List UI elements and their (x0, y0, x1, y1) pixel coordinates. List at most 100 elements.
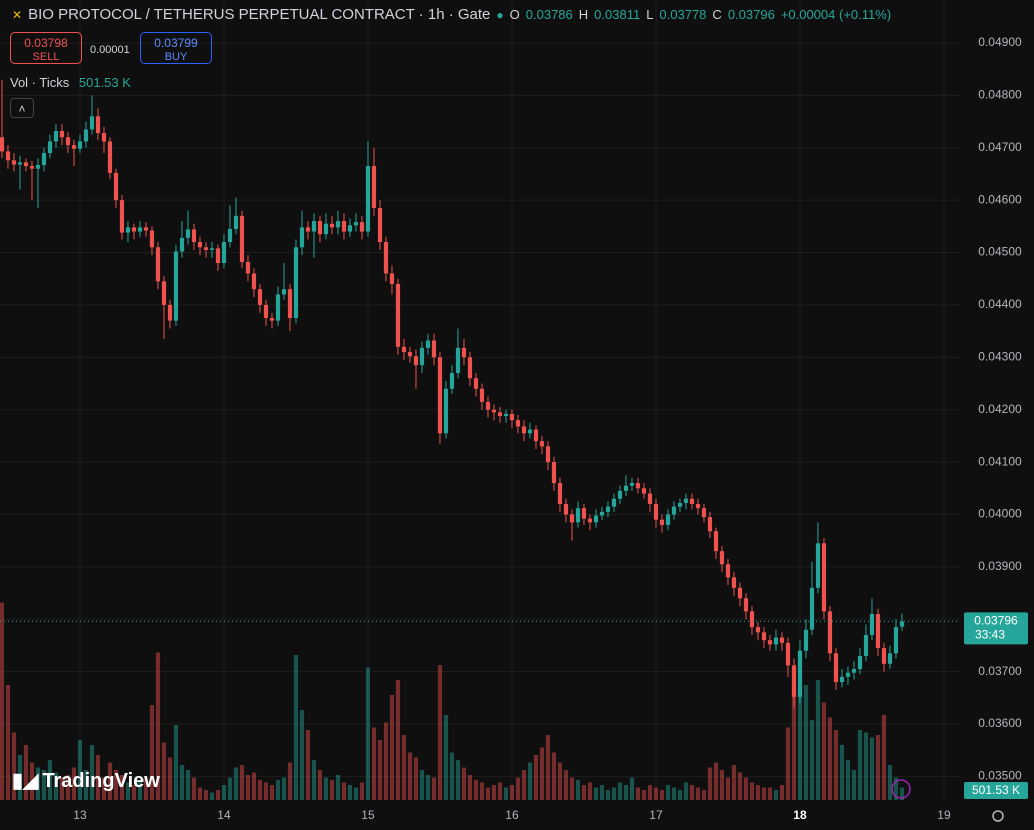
candle-body (479, 388, 485, 402)
candle-body (353, 222, 359, 226)
candle-body (593, 515, 599, 523)
volume-bar (0, 602, 5, 800)
volume-bar (521, 770, 527, 800)
volume-bar (527, 762, 533, 800)
volume-bar (647, 785, 653, 800)
volume-bar (125, 782, 131, 800)
candle-body (713, 531, 719, 552)
candle-body (395, 283, 401, 347)
volume-bar (389, 695, 395, 800)
volume-bar (839, 745, 845, 800)
candle-body (899, 621, 905, 627)
candle-body (95, 116, 101, 134)
volume-value: 501.53 K (78, 75, 131, 90)
volume-bar (173, 725, 179, 800)
candle-body (305, 227, 311, 232)
volume-title: Vol · Ticks (10, 75, 70, 90)
volume-bar (851, 770, 857, 800)
volume-bar (251, 772, 257, 800)
candle-body (131, 227, 137, 232)
candle-body (251, 273, 257, 290)
volume-bar (179, 765, 185, 800)
volume-bar (659, 790, 665, 800)
alert-icon (891, 779, 911, 799)
y-tick-label: 0.03600 (978, 716, 1022, 730)
candle-body (773, 637, 779, 645)
candle-body (227, 228, 233, 243)
candle-body (797, 650, 803, 697)
volume-bar (209, 792, 215, 800)
c-label: C (712, 7, 722, 22)
candle-body (425, 340, 431, 348)
candle-body (245, 261, 251, 274)
l-label: L (646, 7, 654, 22)
candle-body (785, 642, 791, 666)
candle-body (581, 508, 587, 519)
volume-bar (479, 782, 485, 800)
candle-body (857, 655, 863, 670)
y-tick-label: 0.04500 (978, 245, 1022, 259)
volume-bar (857, 730, 863, 800)
candle-body (377, 207, 383, 243)
volume-bar (77, 740, 83, 800)
candle-body (443, 388, 449, 434)
candle-body (881, 648, 887, 664)
volume-bar (893, 777, 899, 800)
volume-bar (629, 777, 635, 800)
volume-bar (305, 730, 311, 800)
candle-body (101, 133, 107, 142)
collapse-button[interactable]: ˄ (10, 98, 34, 118)
volume-bar (599, 785, 605, 800)
candle-body (209, 248, 215, 250)
candle-body (653, 503, 659, 520)
candle-body (407, 352, 413, 357)
h-label: H (578, 7, 589, 22)
candle-body (743, 598, 749, 612)
volume-bar (167, 757, 173, 800)
candle-body (335, 221, 341, 228)
candle-body (107, 141, 113, 173)
buy-button[interactable]: 0.03799 BUY (140, 32, 212, 64)
volume-bar (299, 710, 305, 800)
buy-price: 0.03799 (154, 36, 198, 50)
candle-body (623, 485, 629, 491)
volume-bar (611, 787, 617, 800)
y-tick-label: 0.04700 (978, 140, 1022, 154)
volume-bar (641, 790, 647, 800)
volume-bar (563, 770, 569, 800)
volume-bar (383, 722, 389, 800)
candle-body (677, 502, 683, 507)
candle-body (833, 653, 839, 683)
candle-body (587, 518, 593, 523)
volume-bar (245, 775, 251, 800)
candle-body (263, 304, 269, 319)
candle-body (641, 488, 647, 494)
volume-bar (491, 785, 497, 800)
volume-bar (833, 730, 839, 800)
candle-body (545, 446, 551, 463)
candle-body (539, 441, 545, 447)
candle-body (11, 160, 17, 165)
symbol-icon: ✕ (12, 7, 23, 22)
x-tick-label: 16 (505, 808, 519, 822)
candle-body (749, 611, 755, 628)
volume-bar (329, 780, 335, 800)
candle-body (89, 116, 95, 130)
volume-bar (137, 780, 143, 800)
volume-bar (569, 777, 575, 800)
candle-body (29, 166, 35, 169)
y-tick-label: 0.04300 (978, 349, 1022, 363)
last-price-label: 0.03796 (974, 614, 1018, 628)
candle-body (647, 493, 653, 504)
candle-body (413, 356, 419, 366)
volume-bar (689, 785, 695, 800)
candle-body (683, 498, 689, 503)
c-value: 0.03796 (727, 7, 775, 22)
volume-bar (143, 777, 149, 800)
candle-body (137, 227, 143, 232)
candle-body (419, 347, 425, 366)
volume-bar (617, 782, 623, 800)
sell-button[interactable]: 0.03798 SELL (10, 32, 82, 64)
volume-bar (47, 760, 53, 800)
